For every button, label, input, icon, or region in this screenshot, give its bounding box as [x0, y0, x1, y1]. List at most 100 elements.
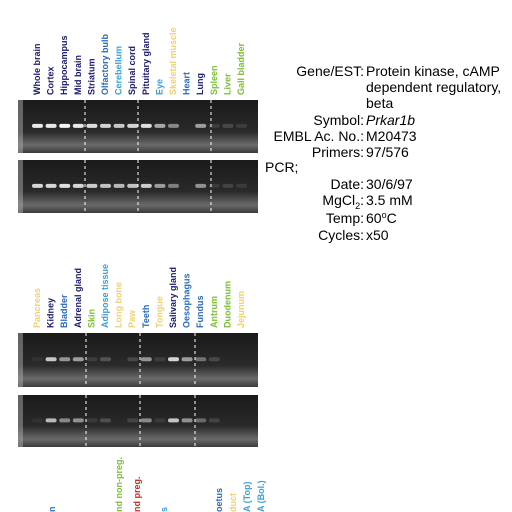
band — [168, 183, 179, 188]
band — [100, 357, 111, 362]
info-value: M20473 — [366, 128, 417, 144]
lane-label: Cerebellum — [114, 46, 124, 95]
lane-label: Fundus — [195, 296, 205, 329]
lane-label: Spinal cord — [127, 46, 137, 95]
info-value: x50 — [366, 227, 389, 243]
lane-label: Duodenum — [222, 281, 232, 328]
band — [208, 183, 220, 188]
band — [208, 418, 220, 423]
info-label: Cycles: — [318, 227, 364, 243]
lane-label: Pituitary gland — [141, 32, 151, 95]
band — [45, 418, 57, 423]
band — [195, 123, 207, 128]
band — [168, 418, 179, 423]
gel — [18, 395, 258, 447]
info-value: 30/6/97 — [366, 176, 413, 192]
info-value-line: beta — [366, 95, 393, 111]
lane-label: nd non-preg. — [114, 457, 124, 512]
lane-label: Antrum — [209, 296, 219, 328]
info-label: : — [360, 192, 364, 208]
lane-labels: Whole brain Cortex Hippocampus Mid brain Str… — [32, 27, 266, 512]
band — [100, 418, 111, 423]
lane-label: Lung — [195, 73, 205, 95]
band — [208, 357, 220, 362]
band — [127, 418, 139, 423]
band — [86, 418, 98, 423]
info-label: EMBL Ac. No.: — [273, 128, 364, 144]
band — [140, 123, 152, 128]
band — [86, 123, 98, 128]
lane-label: Gall bladder — [236, 42, 246, 95]
lane-label: Mid brain — [73, 55, 83, 95]
lane-label: Adrenal gland — [73, 268, 83, 328]
band — [113, 183, 125, 188]
band — [127, 357, 139, 362]
band — [168, 357, 179, 362]
band — [154, 418, 166, 423]
band — [113, 123, 125, 128]
band — [154, 357, 166, 362]
gel-edge — [18, 333, 23, 387]
lane-label: Paw — [127, 309, 137, 328]
band — [32, 418, 43, 423]
band — [45, 357, 57, 362]
band — [236, 123, 247, 128]
band — [168, 123, 179, 128]
info-label: Temp: — [326, 210, 364, 226]
lane-label: Heart — [182, 72, 192, 95]
lane-label: Pancreas — [32, 288, 42, 328]
band — [86, 357, 98, 362]
band — [72, 418, 84, 423]
lane-label: Salivary gland — [168, 267, 178, 328]
band — [154, 123, 166, 128]
band — [127, 123, 139, 128]
lane-label: duct — [228, 493, 238, 512]
band — [59, 357, 71, 362]
band — [195, 183, 207, 188]
band — [86, 183, 98, 188]
info-label: MgCl2: — [322, 192, 364, 211]
band — [59, 123, 71, 128]
gel — [18, 333, 258, 387]
info-value: 60oC — [366, 210, 397, 226]
info-value: 3.5 mM — [366, 192, 413, 208]
band — [140, 357, 152, 362]
band — [140, 418, 152, 423]
info-label: MgCl — [322, 192, 355, 208]
band — [222, 183, 234, 188]
gels — [18, 100, 258, 447]
gel-edge — [18, 100, 23, 153]
band — [181, 357, 193, 362]
subscript: 2 — [355, 201, 360, 211]
band — [45, 183, 57, 188]
info-value-line: dependent regulatory, — [366, 79, 501, 95]
info-value: Prkar1b — [366, 112, 415, 128]
band — [59, 183, 71, 188]
band — [154, 183, 166, 188]
band — [222, 123, 234, 128]
lane-label: s — [159, 507, 169, 512]
info-value: 97/576 — [366, 144, 409, 160]
lane-label: Jejunum — [236, 291, 246, 328]
band — [32, 183, 43, 188]
lane-label: nd preg. — [132, 477, 142, 512]
lane-label: Eye — [154, 79, 164, 95]
band — [140, 183, 152, 188]
lane-label: Kidney — [46, 298, 56, 328]
info-value-line: Protein kinase, cAMP — [366, 63, 500, 79]
lane-label: Striatum — [86, 58, 96, 95]
lane-label: Whole brain — [32, 44, 42, 96]
band — [100, 183, 111, 188]
gel-edge — [18, 160, 23, 213]
lane-label: Liver — [222, 73, 232, 95]
band — [208, 123, 220, 128]
lane-label: oetus — [214, 488, 224, 512]
info-label: Gene/EST: — [296, 63, 364, 79]
info-label: PCR; — [265, 159, 298, 175]
band — [181, 418, 193, 423]
info-value: C — [387, 210, 397, 226]
lane-label: Teeth — [141, 305, 151, 328]
lane-label: Olfactory bulb — [100, 33, 110, 95]
superscript: o — [382, 210, 387, 220]
